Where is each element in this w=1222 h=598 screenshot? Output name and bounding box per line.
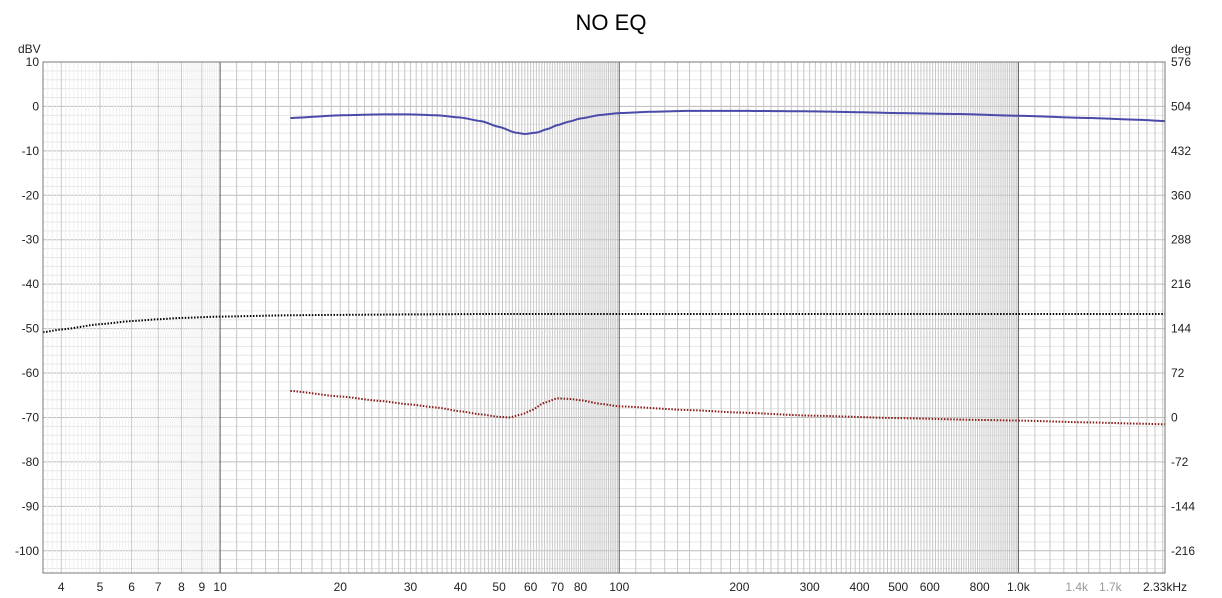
- plot-curves: [42, 109, 1166, 426]
- plot-axes: 100-10-20-30-40-50-60-70-80-90-100576504…: [15, 55, 1195, 594]
- y-tick-label: -20: [22, 188, 40, 202]
- y2-tick-label: 216: [1171, 277, 1191, 291]
- x-tick-label: 1.4k: [1065, 580, 1089, 594]
- x-tick-label: 4: [58, 580, 65, 594]
- x-tick-label: 500: [888, 580, 908, 594]
- x-tick-label: 200: [729, 580, 749, 594]
- x-tick-label: 10: [213, 580, 227, 594]
- series-line-0: [290, 109, 1166, 135]
- x-tick-label: 9: [198, 580, 205, 594]
- y2-tick-label: -72: [1171, 455, 1189, 469]
- y2-tick-label: 432: [1171, 144, 1191, 158]
- x-tick-label: 6: [128, 580, 135, 594]
- y2-tick-label: 72: [1171, 366, 1185, 380]
- chart-title: NO EQ: [576, 10, 647, 35]
- plot-grid: [42, 61, 1165, 573]
- x-tick-label: 400: [850, 580, 870, 594]
- x-tick-label: 2.33kHz: [1143, 580, 1187, 594]
- x-tick-label: 100: [609, 580, 629, 594]
- y-tick-label: -50: [22, 322, 40, 336]
- x-tick-label: 80: [574, 580, 588, 594]
- y2-tick-label: 504: [1171, 99, 1191, 113]
- x-tick-label: 7: [155, 580, 162, 594]
- x-tick-label: 20: [334, 580, 348, 594]
- x-tick-label: 1.0k: [1007, 580, 1031, 594]
- y2-tick-label: 360: [1171, 188, 1191, 202]
- y-tick-label: 0: [32, 99, 39, 113]
- y2-tick-label: -144: [1171, 499, 1195, 513]
- x-tick-label: 300: [800, 580, 820, 594]
- y2-tick-label: -216: [1171, 544, 1195, 558]
- x-tick-label: 5: [97, 580, 104, 594]
- x-tick-label: 600: [920, 580, 940, 594]
- x-tick-label: 1.7k: [1099, 580, 1123, 594]
- y-tick-label: -100: [15, 544, 39, 558]
- y-tick-label: -70: [22, 410, 40, 424]
- x-tick-label: 70: [551, 580, 565, 594]
- y-tick-label: -30: [22, 233, 40, 247]
- x-tick-label: 8: [178, 580, 185, 594]
- y-tick-label: 10: [26, 55, 40, 69]
- series-line-dotted-2: [290, 389, 1166, 426]
- x-tick-label: 60: [524, 580, 538, 594]
- x-tick-label: 50: [492, 580, 506, 594]
- y2-tick-label: 144: [1171, 322, 1191, 336]
- x-tick-label: 40: [454, 580, 468, 594]
- series-line-dotted-1: [42, 312, 1165, 334]
- x-tick-label: 30: [404, 580, 418, 594]
- x-tick-label: 800: [970, 580, 990, 594]
- y2-tick-label: 0: [1171, 410, 1178, 424]
- y-tick-label: -40: [22, 277, 40, 291]
- y-tick-label: -80: [22, 455, 40, 469]
- y-tick-label: -60: [22, 366, 40, 380]
- y-tick-label: -90: [22, 499, 40, 513]
- y-tick-label: -10: [22, 144, 40, 158]
- plot-frame: [42, 61, 1166, 574]
- y-axis-unit-label: dBV: [18, 42, 41, 56]
- y2-axis-unit-label: deg: [1171, 42, 1191, 56]
- y2-tick-label: 576: [1171, 55, 1191, 69]
- y2-tick-label: 288: [1171, 233, 1191, 247]
